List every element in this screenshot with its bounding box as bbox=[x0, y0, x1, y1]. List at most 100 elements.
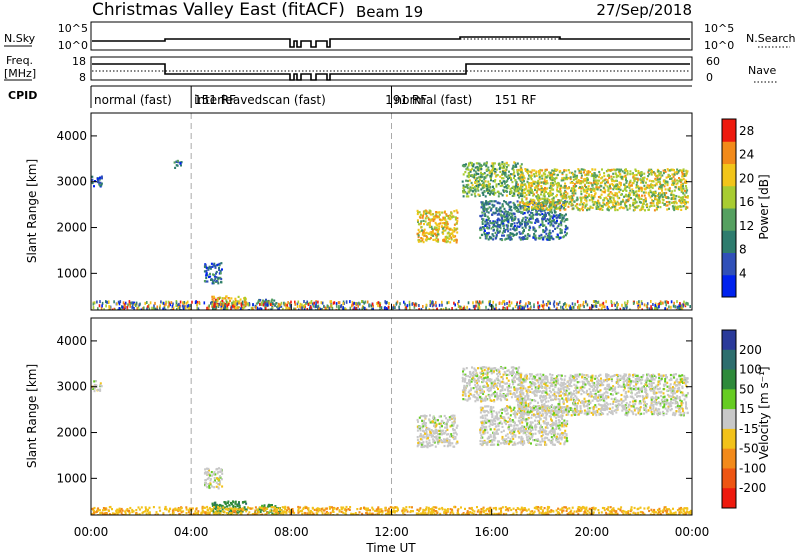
power-cell bbox=[644, 209, 646, 211]
power-cell bbox=[108, 300, 110, 303]
velocity-cell bbox=[428, 439, 430, 441]
power-cell bbox=[682, 173, 684, 175]
power-cell bbox=[685, 185, 687, 187]
power-cell bbox=[496, 222, 498, 224]
power-cell bbox=[469, 179, 471, 181]
power-cell bbox=[524, 207, 526, 209]
power-cell bbox=[485, 195, 487, 197]
velocity-cell bbox=[472, 375, 474, 377]
power-cell bbox=[174, 167, 176, 169]
power-cell bbox=[572, 173, 574, 175]
power-cell bbox=[494, 192, 496, 194]
power-cell bbox=[509, 234, 511, 236]
power-cell bbox=[600, 177, 602, 179]
power-cell bbox=[217, 298, 219, 300]
power-cell bbox=[544, 199, 546, 201]
power-cell bbox=[495, 237, 497, 239]
power-cell bbox=[553, 197, 555, 199]
velocity-cell bbox=[244, 506, 246, 508]
power-cell bbox=[638, 306, 640, 309]
power-cell bbox=[652, 303, 654, 306]
power-cell bbox=[448, 301, 450, 304]
power-cell bbox=[499, 163, 501, 165]
power-cell bbox=[154, 302, 156, 305]
power-cell bbox=[521, 169, 523, 171]
power-cell bbox=[439, 218, 441, 220]
power-cell bbox=[644, 195, 646, 197]
power-cell bbox=[484, 212, 486, 214]
power-cell bbox=[438, 228, 440, 230]
power-cell bbox=[483, 164, 485, 166]
velocity-cell bbox=[463, 387, 465, 389]
power-cell bbox=[417, 213, 419, 215]
velocity-cell bbox=[237, 505, 239, 507]
power-cell bbox=[587, 188, 589, 190]
power-cell bbox=[649, 180, 651, 182]
power-cell bbox=[543, 182, 545, 184]
power-cell bbox=[570, 196, 572, 198]
power-cell bbox=[607, 179, 609, 181]
power-cell bbox=[534, 189, 536, 191]
velocity-cell bbox=[100, 382, 102, 384]
power-cell bbox=[485, 200, 487, 202]
power-cell bbox=[418, 234, 420, 236]
power-colorbar-tick: 12 bbox=[739, 219, 754, 233]
power-cell bbox=[432, 302, 434, 305]
power-cell bbox=[433, 216, 435, 218]
velocity-cell bbox=[477, 399, 479, 401]
power-cell bbox=[446, 301, 448, 304]
power-cell bbox=[508, 171, 510, 173]
power-cell bbox=[574, 170, 576, 172]
power-cell bbox=[237, 306, 239, 309]
velocity-cell bbox=[422, 423, 424, 425]
power-cell bbox=[560, 230, 562, 232]
power-cell bbox=[552, 200, 554, 202]
power-cell bbox=[468, 169, 470, 171]
power-cell bbox=[160, 300, 162, 303]
power-cell bbox=[519, 222, 521, 224]
power-cell bbox=[313, 302, 315, 305]
velocity-cell bbox=[452, 435, 454, 437]
power-cell bbox=[653, 194, 655, 196]
power-cell bbox=[546, 180, 548, 182]
power-cell bbox=[429, 223, 431, 225]
velocity-cell bbox=[423, 446, 425, 448]
power-cell bbox=[271, 300, 273, 302]
power-cell bbox=[129, 300, 131, 303]
power-cell bbox=[418, 229, 420, 231]
velocity-cell bbox=[232, 501, 234, 503]
velocity-cell bbox=[469, 397, 471, 399]
power-cell bbox=[602, 305, 604, 308]
power-cell bbox=[627, 173, 629, 175]
power-cell bbox=[466, 195, 468, 197]
velocity-cell bbox=[487, 385, 489, 387]
power-cell bbox=[442, 228, 444, 230]
power-cell bbox=[677, 306, 679, 309]
velocity-cell bbox=[462, 380, 464, 382]
power-cell bbox=[632, 173, 634, 175]
power-cell bbox=[636, 186, 638, 188]
power-cell bbox=[182, 305, 184, 308]
velocity-cell bbox=[453, 438, 455, 440]
velocity-cell bbox=[518, 366, 520, 368]
power-cell bbox=[443, 230, 445, 232]
power-cell bbox=[130, 302, 132, 305]
power-cell bbox=[565, 305, 567, 308]
power-cell bbox=[438, 225, 440, 227]
power-cell bbox=[567, 206, 569, 208]
power-cell bbox=[539, 214, 541, 216]
power-cell bbox=[534, 175, 536, 177]
power-cell bbox=[598, 180, 600, 182]
power-cell bbox=[418, 241, 420, 243]
power-cell bbox=[550, 172, 552, 174]
velocity-cell bbox=[476, 392, 478, 394]
power-cell bbox=[581, 208, 583, 210]
power-cell bbox=[593, 204, 595, 206]
nave-label: Nave bbox=[748, 64, 776, 77]
power-cell bbox=[540, 185, 542, 187]
power-cell bbox=[566, 176, 568, 178]
velocity-cell bbox=[471, 381, 473, 383]
power-cell bbox=[671, 184, 673, 186]
power-cell bbox=[678, 177, 680, 179]
